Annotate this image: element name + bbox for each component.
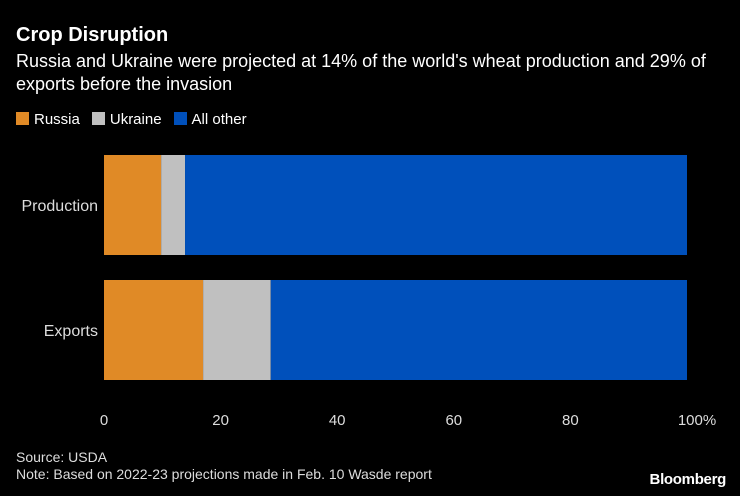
bar-production-russia xyxy=(104,155,162,255)
x-tick-label: 20 xyxy=(212,412,229,429)
bar-production-ukraine xyxy=(161,155,186,255)
bar-exports-russia xyxy=(104,280,204,380)
legend-russia: Russia xyxy=(16,111,80,128)
legend-ukraine: Ukraine xyxy=(91,111,162,128)
x-tick-label: 80 xyxy=(562,412,579,429)
chart-title: Crop Disruption xyxy=(16,24,169,46)
category-label: Exports xyxy=(44,323,98,340)
x-tick-label: 0 xyxy=(100,412,108,429)
bar-exports-all-other xyxy=(270,280,687,380)
x-tick-label: 60 xyxy=(445,412,462,429)
source: Source: USDA xyxy=(16,449,108,465)
chart-subtitle: Russia and Ukraine were projected at 14%… xyxy=(16,51,706,94)
legend-all-other: All other xyxy=(173,111,247,128)
legend: Russia Ukraine All other xyxy=(16,111,251,128)
bar-exports-ukraine xyxy=(203,280,271,380)
category-label: Production xyxy=(22,198,99,215)
x-tick-label: 100% xyxy=(678,412,716,429)
bar-production-all-other xyxy=(185,155,688,255)
bloomberg-logo: Bloomberg xyxy=(649,471,727,488)
x-tick-label: 40 xyxy=(329,412,346,429)
note: Note: Based on 2022-23 projections made … xyxy=(16,466,432,482)
